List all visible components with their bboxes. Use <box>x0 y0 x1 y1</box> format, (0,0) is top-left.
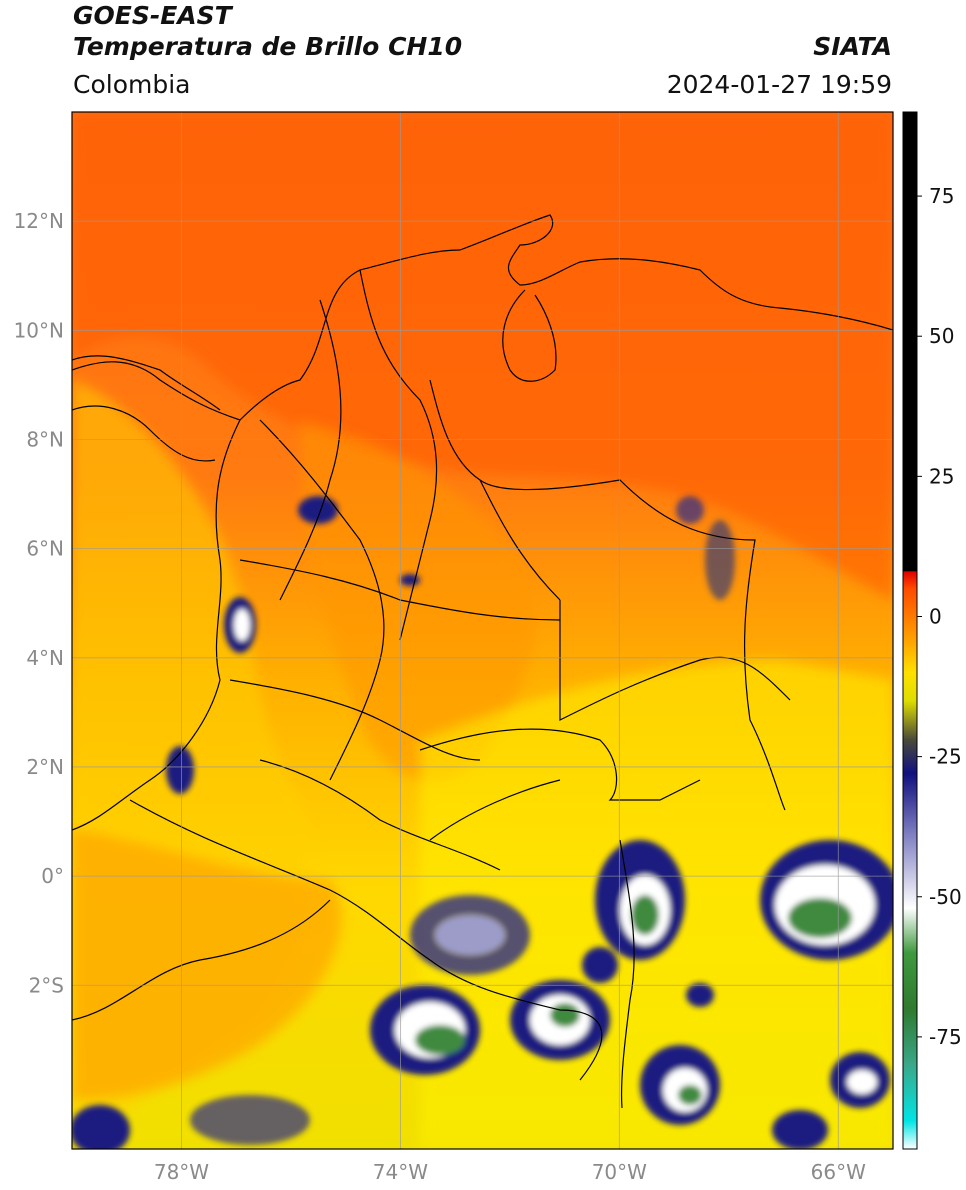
lat-tick-label: 8°N <box>26 427 64 451</box>
lat-tick-label: 2°N <box>26 755 64 779</box>
colorbar-tick-label: -75 <box>929 1025 962 1049</box>
lon-tick-label: 74°W <box>373 1160 428 1184</box>
map-title: GOES-EAST Temperatura de Brillo CH10 <box>73 0 462 62</box>
colorbar-tick-label: 0 <box>929 604 942 628</box>
lat-tick-label: 10°N <box>14 318 64 342</box>
map-frame <box>71 111 894 1150</box>
lat-tick-label: 6°N <box>26 537 64 561</box>
lon-tick-label: 78°W <box>154 1160 209 1184</box>
lat-tick-label: 4°N <box>26 646 64 670</box>
colorbar-tick-label: -50 <box>929 885 962 909</box>
graticule <box>72 112 893 1149</box>
lat-tick-label: 2°S <box>29 973 64 997</box>
colorbar-tick-label: 75 <box>929 184 954 208</box>
region-label: Colombia <box>73 70 191 99</box>
satellite-name: GOES-EAST <box>73 1 232 30</box>
lon-tick-label: 66°W <box>811 1160 866 1184</box>
latitude-labels: 12°N 10°N 8°N 6°N 4°N 2°N 0° 2°S <box>14 209 64 997</box>
borders <box>72 214 893 1109</box>
colorbar-tick-label: 25 <box>929 464 954 488</box>
brand-label: SIATA <box>813 32 892 61</box>
colorbar-tick-label: 50 <box>929 324 954 348</box>
lon-tick-label: 70°W <box>592 1160 647 1184</box>
lat-tick-label: 12°N <box>14 209 64 233</box>
colorbar-tick-label: -25 <box>929 745 962 769</box>
datetime-label: 2024-01-27 19:59 <box>666 70 892 99</box>
lat-tick-label: 0° <box>41 864 64 888</box>
product-name: Temperatura de Brillo CH10 <box>73 32 463 61</box>
longitude-labels: 78°W 74°W 70°W 66°W <box>154 1160 866 1184</box>
colorbar: 75 50 25 0 -25 -50 -75 <box>902 111 962 1150</box>
brightness-temperature-field <box>72 112 893 1149</box>
